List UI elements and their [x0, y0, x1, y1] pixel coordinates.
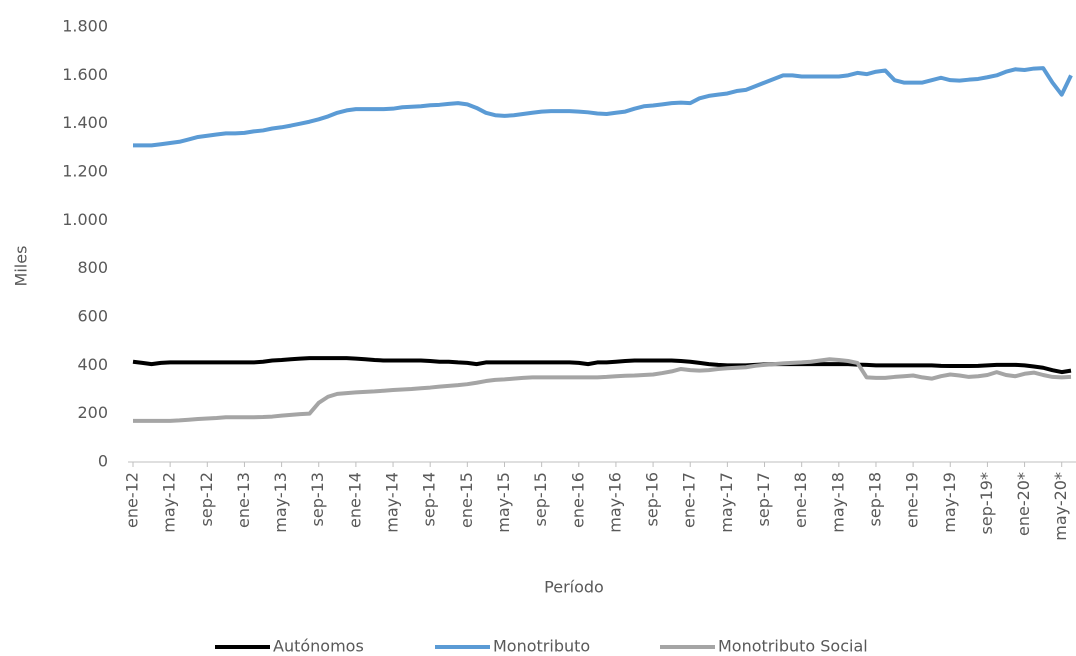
x-tick-label: sep-13 — [308, 472, 327, 526]
x-tick-label: may-17 — [717, 472, 736, 533]
x-tick-label: sep-19* — [977, 472, 996, 534]
x-tick-label: sep-12 — [197, 472, 216, 526]
x-tick-label: sep-18 — [865, 472, 884, 526]
x-tick-label: ene-12 — [123, 472, 142, 528]
series-line — [133, 66, 1073, 148]
y-tick-label: 1.600 — [62, 65, 108, 84]
x-axis-title: Período — [544, 578, 604, 597]
x-tick-label: may-19 — [940, 472, 959, 533]
y-tick-label: 800 — [77, 258, 108, 277]
x-tick-label: may-13 — [271, 472, 290, 533]
x-tick-label: may-20* — [1051, 472, 1070, 541]
y-tick-label: 600 — [77, 307, 108, 326]
y-axis-title: Miles — [12, 246, 31, 287]
legend-label: Monotributo Social — [718, 637, 868, 656]
x-tick-label: sep-14 — [420, 472, 439, 526]
x-tick-label: ene-17 — [680, 472, 699, 528]
x-tick-label: ene-15 — [457, 472, 476, 528]
x-tick-label: may-16 — [605, 472, 624, 533]
x-tick-label: ene-20* — [1014, 472, 1033, 536]
y-tick-label: 1.400 — [62, 113, 108, 132]
y-tick-label: 0 — [98, 452, 108, 471]
x-tick-label: sep-15 — [531, 472, 550, 526]
x-tick-label: sep-17 — [754, 472, 773, 526]
y-tick-label: 1.200 — [62, 162, 108, 181]
legend-label: Autónomos — [273, 637, 364, 656]
y-tick-label: 1.000 — [62, 210, 108, 229]
x-tick-label: ene-18 — [791, 472, 810, 528]
y-tick-label: 1.800 — [62, 17, 108, 36]
x-tick-label: ene-13 — [234, 472, 253, 528]
y-tick-label: 200 — [77, 403, 108, 422]
x-tick-label: may-14 — [383, 472, 402, 533]
series-line — [132, 356, 1072, 375]
x-tick-label: may-12 — [160, 472, 179, 533]
x-tick-label: may-18 — [828, 472, 847, 533]
legend-label: Monotributo — [493, 637, 590, 656]
series-line — [133, 357, 1072, 423]
x-tick-label: ene-19 — [903, 472, 922, 528]
x-tick-label: ene-14 — [345, 472, 364, 528]
x-tick-label: sep-16 — [643, 472, 662, 526]
x-tick-label: may-15 — [494, 472, 513, 533]
x-tick-label: ene-16 — [568, 472, 587, 528]
y-tick-label: 400 — [77, 355, 108, 374]
